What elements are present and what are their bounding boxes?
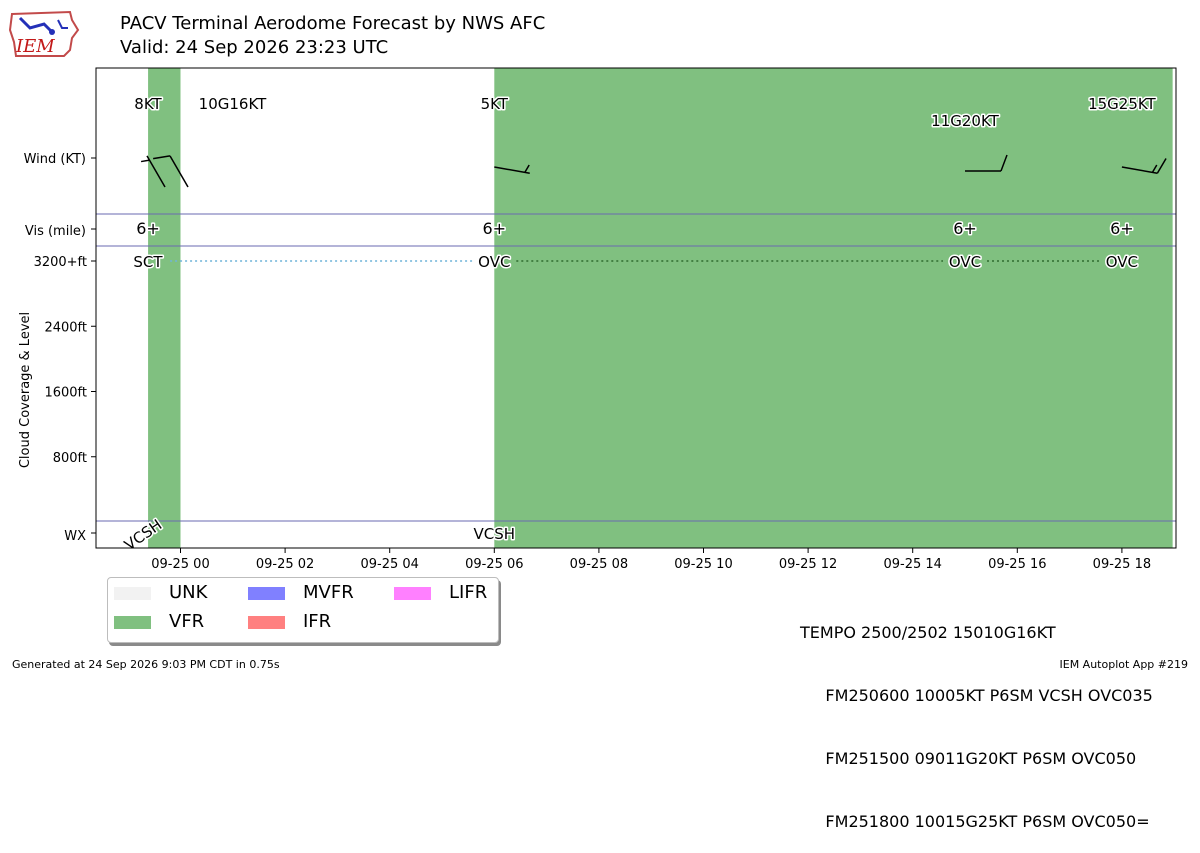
legend-label-unk: UNK — [169, 582, 208, 603]
x-tick-label: 09-25 02 — [256, 557, 314, 572]
y-tick-label: 800ft — [53, 451, 87, 466]
wind-row-label: Wind (KT) — [24, 152, 86, 167]
footer-app: IEM Autoplot App #219 — [1059, 658, 1189, 671]
plot-frame — [95, 67, 1177, 549]
wind-barb — [1121, 158, 1167, 174]
category-bands — [148, 68, 1173, 548]
legend-label-lifr: LIFR — [449, 582, 488, 603]
taf-line: FM250600 10005KT P6SM VCSH OVC035 — [800, 686, 1153, 705]
legend-label-vfr: VFR — [169, 611, 205, 632]
y-tick-label: 1600ft — [44, 386, 87, 401]
x-tick-label: 09-25 06 — [465, 557, 523, 572]
logo-text: IEM — [15, 36, 55, 57]
x-tick-label: 09-25 18 — [1093, 557, 1151, 572]
vis-row-label: Vis (mile) — [25, 224, 86, 239]
chart-title: PACV Terminal Aerodome Forecast by NWS A… — [120, 13, 546, 34]
legend-swatch-vfr — [114, 615, 151, 629]
legend-item-unk: UNK — [114, 582, 207, 604]
sky-label: OVC — [478, 253, 510, 271]
taf-line: FM251500 09011G20KT P6SM OVC050 — [800, 749, 1137, 768]
legend-swatch-mvfr — [248, 586, 285, 600]
wind-barb — [153, 155, 189, 188]
wind-barb-half — [140, 159, 150, 163]
x-tick-label: 09-25 10 — [674, 557, 732, 572]
sky-label: OVC — [1106, 253, 1138, 271]
x-tick-label: 09-25 04 — [360, 557, 418, 572]
wx-label: VCSH — [474, 525, 516, 543]
sky-label: SCT — [133, 253, 163, 271]
wind-label: 15G25KT — [1088, 95, 1156, 113]
y-axis-labels: Wind (KT) Vis (mile) WX Cloud Coverage &… — [18, 152, 86, 544]
legend-item-lifr: LIFR — [394, 582, 487, 604]
vis-label: 6+ — [136, 219, 160, 238]
legend-label-mvfr: MVFR — [303, 582, 354, 603]
y-axis-label: Cloud Coverage & Level — [18, 312, 33, 468]
vis-label: 6+ — [483, 219, 507, 238]
wind-barb-half — [524, 164, 530, 173]
wind-barb-staff — [146, 155, 166, 188]
legend-swatch-lifr — [394, 586, 431, 600]
wind-barb — [140, 155, 166, 188]
wind-barb — [494, 164, 530, 174]
wind-barb — [965, 154, 1008, 172]
x-tick-label: 09-25 14 — [883, 557, 941, 572]
category-band-vfr — [494, 68, 1173, 548]
legend-item-ifr: IFR — [248, 611, 331, 633]
wind-barb-staff — [494, 166, 530, 174]
wx-row-label: WX — [64, 529, 86, 544]
wind-barb-flag — [153, 155, 171, 160]
sky-label: OVC — [949, 253, 981, 271]
wind-label: 11G20KT — [931, 112, 999, 130]
legend-swatch-ifr — [248, 615, 285, 629]
wind-barbs — [140, 154, 1167, 188]
wind-barb-flag — [1000, 154, 1008, 172]
x-tick-label: 09-25 12 — [779, 557, 837, 572]
wind-label: 5KT — [481, 95, 509, 113]
wind-label: 10G16KT — [199, 95, 267, 113]
legend-item-mvfr: MVFR — [248, 582, 354, 604]
chart-subtitle: Valid: 24 Sep 2026 23:23 UTC — [120, 37, 389, 58]
legend: UNK VFR MVFR IFR LIFR — [107, 577, 499, 643]
x-tick-label: 09-25 00 — [151, 557, 209, 572]
x-tick-label: 09-25 16 — [988, 557, 1046, 572]
axes: 09-25 00 09-25 02 09-25 04 09-25 06 09-25 08… — [34, 157, 1151, 572]
wind-barb-flag — [1156, 158, 1167, 174]
row-separators — [96, 213, 1176, 522]
legend-label-ifr: IFR — [303, 611, 332, 632]
legend-swatch-unk — [114, 586, 151, 600]
vis-label: 6+ — [1110, 219, 1134, 238]
taf-line: TEMPO 2500/2502 15010G16KT — [800, 623, 1056, 642]
wind-barb-staff — [1121, 166, 1158, 174]
iem-logo: IEM — [8, 10, 80, 57]
wind-label: 8KT — [134, 95, 162, 113]
category-band-vfr — [148, 68, 181, 548]
y-tick-label: 2400ft — [44, 320, 87, 335]
taf-text: TEMPO 2500/2502 15010G16KT FM250600 1000… — [800, 580, 1153, 853]
taf-line: FM251800 10015G25KT P6SM OVC050= — [800, 812, 1150, 831]
wind-barb-staff — [169, 155, 189, 188]
wind-barb-half — [1151, 164, 1158, 173]
footer-generated: Generated at 24 Sep 2026 9:03 PM CDT in … — [12, 658, 280, 671]
y-tick-label: 3200+ft — [34, 255, 87, 270]
x-tick-label: 09-25 08 — [570, 557, 628, 572]
legend-item-vfr: VFR — [114, 611, 204, 633]
vis-label: 6+ — [953, 219, 977, 238]
